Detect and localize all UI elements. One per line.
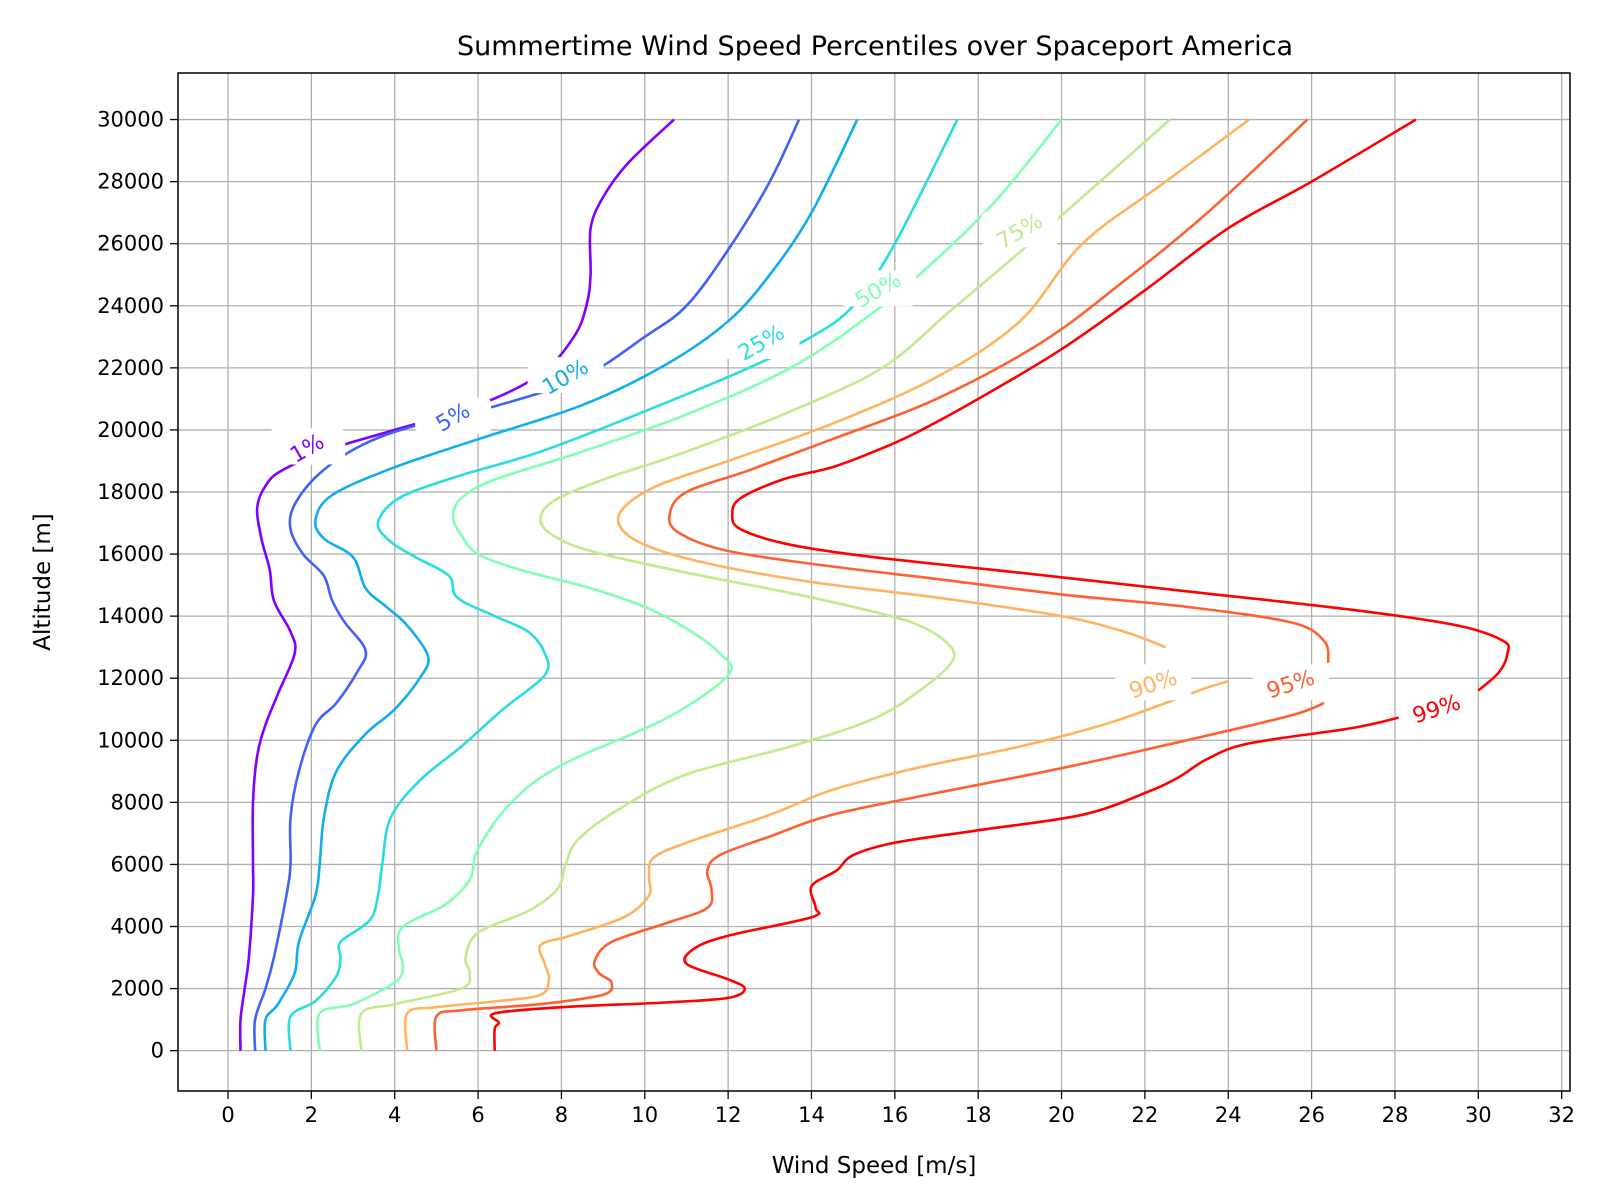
series-line-90pct bbox=[403, 680, 1229, 1051]
y-tick-label: 6000 bbox=[111, 852, 164, 876]
y-tick-label: 12000 bbox=[97, 666, 164, 690]
grid bbox=[178, 73, 1570, 1091]
x-tick-label: 16 bbox=[881, 1103, 908, 1127]
series-label-5pct: 5% bbox=[415, 397, 492, 437]
series-label-10pct: 10% bbox=[527, 355, 604, 401]
y-tick-label: 10000 bbox=[97, 728, 164, 752]
x-tick-label: 24 bbox=[1215, 1103, 1242, 1127]
x-tick-label: 28 bbox=[1382, 1103, 1409, 1127]
y-tick-label: 2000 bbox=[111, 977, 164, 1001]
x-tick-label: 22 bbox=[1132, 1103, 1159, 1127]
plot-frame bbox=[177, 72, 1571, 1092]
x-axis-label: Wind Speed [m/s] bbox=[772, 1153, 977, 1179]
series-line-99pct bbox=[730, 118, 1511, 692]
y-tick-label: 28000 bbox=[97, 170, 164, 194]
x-tick-label: 2 bbox=[305, 1103, 318, 1127]
y-tick-label: 30000 bbox=[97, 108, 164, 132]
series-label-75pct: 75% bbox=[981, 209, 1058, 255]
x-tick-label: 20 bbox=[1048, 1103, 1075, 1127]
y-tick-label: 24000 bbox=[97, 294, 164, 318]
x-tick-label: 6 bbox=[471, 1103, 484, 1127]
series-line-95pct bbox=[433, 701, 1325, 1051]
x-tick-label: 4 bbox=[388, 1103, 401, 1127]
series-line-10pct bbox=[263, 119, 859, 1051]
series-label-25pct: 25% bbox=[723, 320, 800, 367]
series-line-99pct bbox=[489, 714, 1408, 1051]
curves bbox=[238, 118, 1511, 1051]
curve-labels: 1% 5% 10% 25% 50% 75% 90% 95% 99% bbox=[269, 209, 1475, 729]
y-tick-label: 4000 bbox=[111, 915, 164, 939]
y-axis: 0 2000 4000 6000 8000 10000 12000 14000 16000 180… bbox=[97, 108, 178, 1063]
series-label-90pct: 90% bbox=[1115, 664, 1192, 704]
series-label-50pct: 50% bbox=[840, 268, 917, 314]
y-axis-label: Altitude [m] bbox=[30, 513, 56, 651]
x-tick-label: 32 bbox=[1548, 1103, 1575, 1127]
y-tick-label: 16000 bbox=[97, 542, 164, 566]
x-tick-label: 14 bbox=[798, 1103, 825, 1127]
chart-title: Summertime Wind Speed Percentiles over S… bbox=[457, 31, 1293, 62]
y-tick-label: 0 bbox=[151, 1039, 164, 1063]
series-label-99pct: 99% bbox=[1398, 689, 1475, 729]
x-tick-label: 30 bbox=[1465, 1103, 1492, 1127]
series-line-50pct bbox=[315, 118, 1063, 1051]
series-line-1pct bbox=[238, 118, 675, 1051]
x-tick-label: 8 bbox=[555, 1103, 568, 1127]
x-axis: 0 2 4 6 8 10 12 14 16 18 20 22 24 26 28 30 32 bbox=[221, 1091, 1575, 1127]
x-tick-label: 26 bbox=[1298, 1103, 1325, 1127]
series-line-90pct bbox=[616, 118, 1250, 649]
series-line-75pct bbox=[357, 118, 1171, 1051]
y-tick-label: 20000 bbox=[97, 418, 164, 442]
x-tick-label: 18 bbox=[965, 1103, 992, 1127]
y-tick-label: 8000 bbox=[111, 790, 164, 814]
series-label-1pct: 1% bbox=[269, 428, 346, 469]
x-tick-label: 12 bbox=[715, 1103, 742, 1127]
series-label-95pct: 95% bbox=[1252, 664, 1329, 704]
y-tick-label: 18000 bbox=[97, 480, 164, 504]
x-tick-label: 10 bbox=[631, 1103, 658, 1127]
y-tick-label: 22000 bbox=[97, 356, 164, 380]
series-line-5pct bbox=[253, 119, 801, 1051]
y-tick-label: 14000 bbox=[97, 604, 164, 628]
y-tick-label: 26000 bbox=[97, 232, 164, 256]
series-line-95pct bbox=[667, 118, 1330, 663]
series-line-25pct bbox=[287, 119, 959, 1051]
x-tick-label: 0 bbox=[221, 1103, 234, 1127]
